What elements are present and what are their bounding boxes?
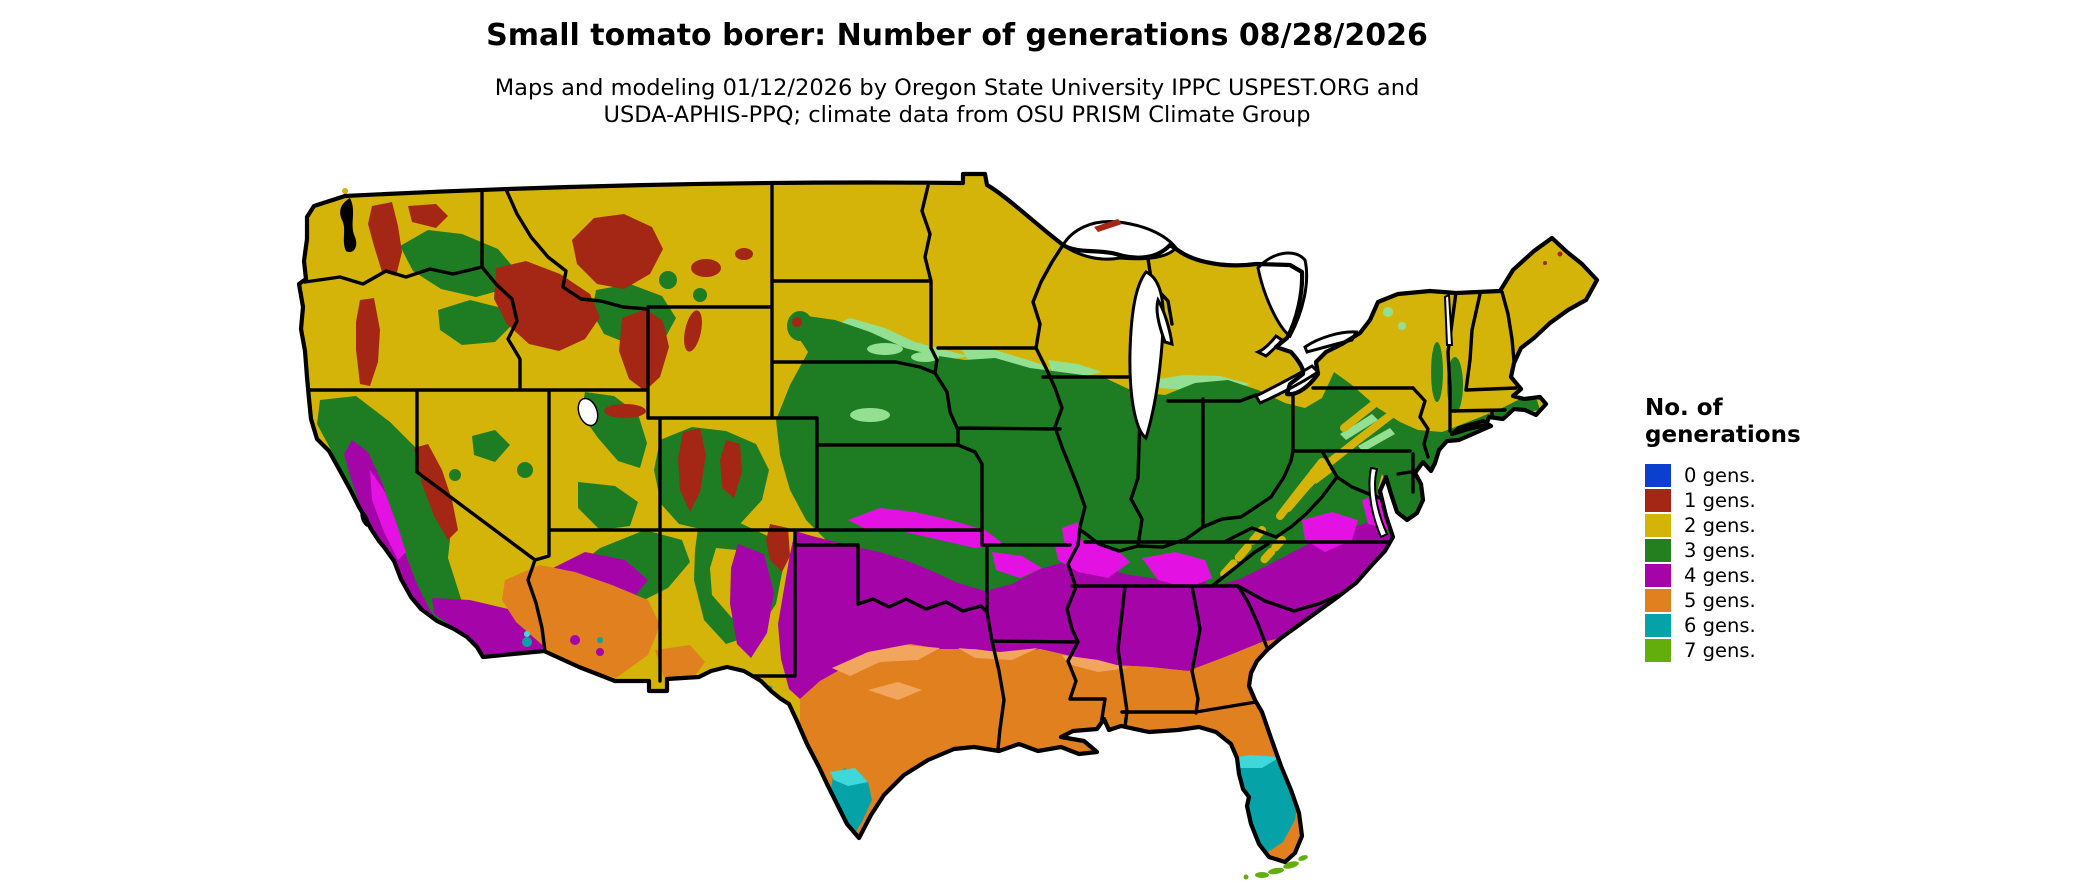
legend-swatch-1gens bbox=[1645, 489, 1671, 512]
legend-item: 1 gens. bbox=[1645, 488, 1865, 513]
legend-swatch-2gens bbox=[1645, 514, 1671, 537]
legend-swatch-5gens bbox=[1645, 589, 1671, 612]
legend-title-line1: No. of bbox=[1645, 395, 1723, 421]
legend-swatch-6gens bbox=[1645, 614, 1671, 637]
legend-item: 6 gens. bbox=[1645, 613, 1865, 638]
gens-2-ridge-blob bbox=[1310, 460, 1332, 484]
land-fill-layers bbox=[299, 174, 1597, 862]
legend-swatch-3gens bbox=[1645, 539, 1671, 562]
map-title: Small tomato borer: Number of generation… bbox=[486, 18, 1428, 53]
legend-label: 1 gens. bbox=[1684, 489, 1756, 512]
legend: No. of generations 0 gens. 1 gens. 2 gen… bbox=[1645, 395, 1865, 663]
legend-item: 7 gens. bbox=[1645, 638, 1865, 663]
legend-item: 5 gens. bbox=[1645, 588, 1865, 613]
lake-champlain bbox=[1443, 293, 1454, 346]
legend-title: No. of generations bbox=[1645, 395, 1865, 449]
legend-item: 0 gens. bbox=[1645, 463, 1865, 488]
legend-label: 3 gens. bbox=[1684, 539, 1756, 562]
legend-label: 6 gens. bbox=[1684, 614, 1756, 637]
map-subtitle-line2: USDA-APHIS-PPQ; climate data from OSU PR… bbox=[603, 102, 1311, 128]
green-bay bbox=[1155, 296, 1174, 347]
legend-item: 4 gens. bbox=[1645, 563, 1865, 588]
isle-royale bbox=[1094, 219, 1122, 232]
gens-1-region bbox=[356, 202, 1563, 572]
legend-label: 0 gens. bbox=[1684, 464, 1756, 487]
gens-4-speckles bbox=[570, 635, 604, 656]
legend-swatch-4gens bbox=[1645, 564, 1671, 587]
legend-item: 2 gens. bbox=[1645, 513, 1865, 538]
puget-sound bbox=[340, 198, 357, 253]
map-subtitle: Maps and modeling 01/12/2026 by Oregon S… bbox=[0, 75, 1914, 129]
header: Small tomato borer: Number of generation… bbox=[0, 18, 1914, 129]
transition-orange-fringe bbox=[832, 645, 1128, 700]
transition-green-speckles bbox=[850, 307, 1406, 452]
legend-label: 7 gens. bbox=[1684, 639, 1756, 662]
legend-label: 4 gens. bbox=[1684, 564, 1756, 587]
state-borders bbox=[303, 184, 1518, 751]
legend-swatch-0gens bbox=[1645, 464, 1671, 487]
us-outline bbox=[296, 171, 1600, 865]
chesapeake-bay bbox=[1368, 466, 1389, 539]
legend-item: 3 gens. bbox=[1645, 538, 1865, 563]
florida-keys bbox=[1243, 855, 1308, 880]
san-juan-island-dot bbox=[342, 188, 348, 194]
legend-swatch-7gens bbox=[1645, 639, 1671, 662]
legend-label: 5 gens. bbox=[1684, 589, 1756, 612]
great-salt-lake bbox=[577, 397, 599, 427]
legend-label: 2 gens. bbox=[1684, 514, 1756, 537]
map-subtitle-line1: Maps and modeling 01/12/2026 by Oregon S… bbox=[494, 75, 1420, 101]
legend-title-line2: generations bbox=[1645, 422, 1801, 448]
